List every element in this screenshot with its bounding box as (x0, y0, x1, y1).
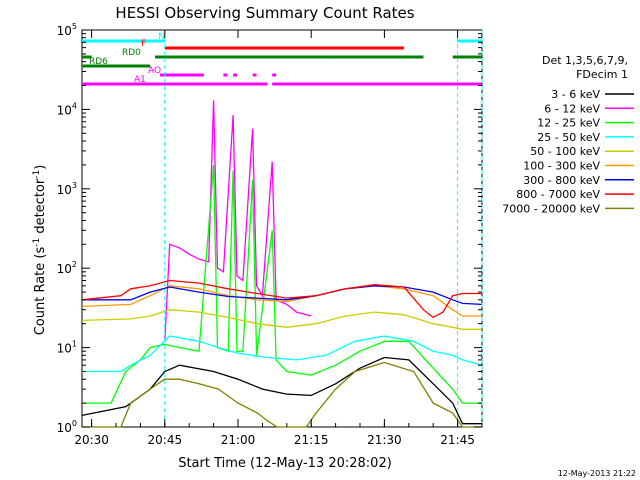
flag-label-a1: A1 (134, 75, 146, 85)
y-tick-label-2: 102 (57, 260, 77, 276)
series-line-2 (82, 164, 482, 404)
x-tick-label-1: 20:45 (148, 433, 183, 447)
flag-label-rd6: RD6 (89, 57, 108, 67)
chart-title: HESSI Observing Summary Count Rates (115, 4, 414, 22)
series-line-8 (82, 361, 482, 428)
flag-label-ao: AO (148, 66, 161, 76)
legend-title-1: FDecim 1 (576, 68, 628, 81)
series-line-6 (82, 285, 483, 306)
series-line-3 (82, 335, 483, 373)
y-axis-label: Count Rate (s-1 detector-1) (32, 165, 48, 336)
series-line-0 (81, 356, 482, 425)
y-tick-label-1: 101 (57, 340, 77, 356)
y-axis-label-main: Count Rate (s (33, 247, 48, 336)
flag-label-rd0: RD0 (122, 48, 141, 58)
y-tick-label-0: 100 (57, 419, 77, 435)
plot-frame (81, 29, 483, 428)
legend-label-3: 25 - 50 keV (537, 131, 600, 144)
legend-label-7: 800 - 7000 keV (516, 188, 600, 201)
series-line-4 (81, 309, 482, 330)
legend-label-0: 3 - 6 keV (551, 88, 600, 101)
y-axis-label-mid: detector (33, 178, 48, 238)
date-stamp: 12-May-2013 21:22 (558, 469, 636, 478)
y-tick-label-3: 103 (57, 181, 77, 197)
x-tick-label-2: 21:00 (221, 433, 256, 447)
y-tick-label-5: 105 (57, 22, 77, 38)
x-tick-label-5: 21:45 (440, 433, 475, 447)
y-axis-label-sup1: -1 (32, 238, 42, 247)
flag-label-f: F (141, 39, 146, 49)
legend-label-1: 6 - 12 keV (544, 102, 600, 115)
legend-label-4: 50 - 100 keV (530, 145, 600, 158)
x-tick-label-4: 21:30 (367, 433, 402, 447)
legend-label-8: 7000 - 20000 keV (502, 202, 600, 215)
x-tick-label-0: 20:30 (74, 433, 109, 447)
y-axis-label-sup2: -1 (32, 170, 42, 179)
y-axis-label-end: ) (33, 165, 48, 170)
legend-label-2: 12 - 25 keV (537, 117, 600, 130)
series-line-5 (81, 285, 482, 317)
flag-label-n: N (158, 32, 165, 42)
x-axis-label: Start Time (12-May-13 20:28:02) (178, 456, 392, 471)
y-tick-label-4: 104 (57, 101, 77, 117)
series-line-1 (164, 100, 312, 342)
x-tick-label-3: 21:15 (294, 433, 329, 447)
legend-title-0: Det 1,3,5,6,7,9, (542, 54, 628, 67)
legend-label-6: 300 - 800 keV (523, 174, 600, 187)
legend-label-5: 100 - 300 keV (523, 160, 600, 173)
series-line-7 (81, 279, 482, 319)
